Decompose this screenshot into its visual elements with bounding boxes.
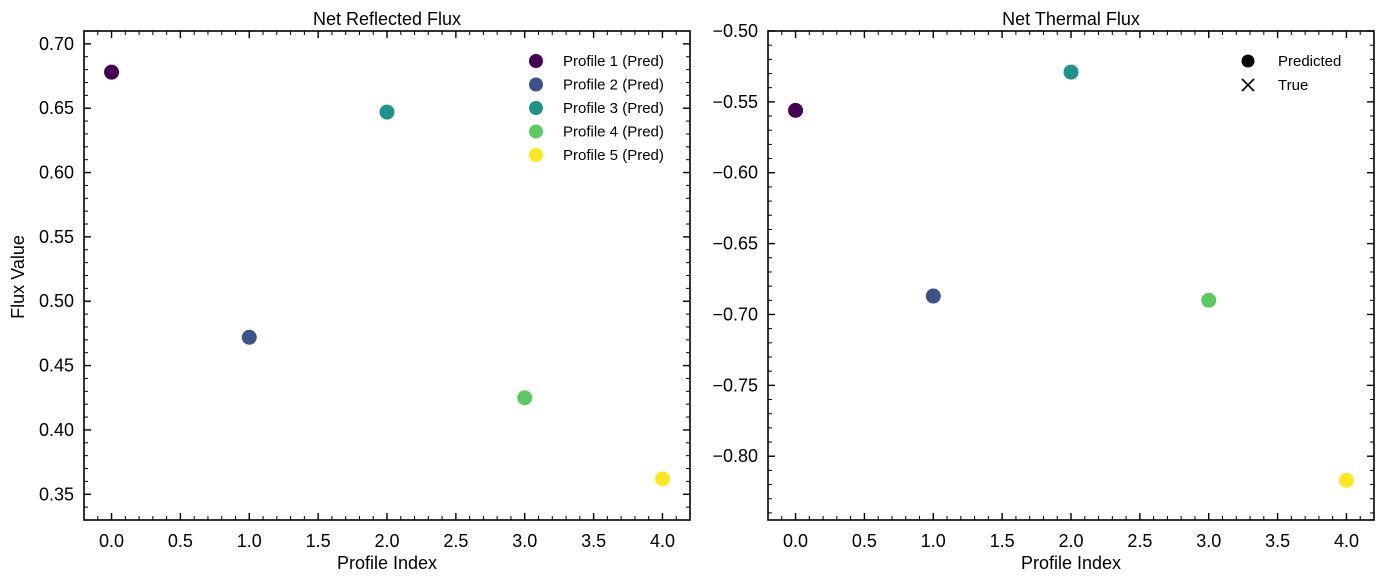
data-point: [1201, 292, 1217, 308]
chart-title: Net Thermal Flux: [1002, 9, 1140, 29]
x-tick-label: 3.0: [1196, 531, 1221, 551]
data-point: [104, 64, 120, 80]
legend-label: Predicted: [1278, 53, 1341, 70]
chart-panel-net-thermal-flux: Net Thermal Flux Profile Index 0.0 0.5 1.0…: [712, 9, 1375, 573]
x-tick-label: 2.5: [443, 531, 468, 551]
legend-label: Profile 4 (Pred): [563, 124, 664, 141]
legend-marker-true: [1241, 78, 1255, 92]
x-tick-label: 1.5: [990, 531, 1015, 551]
data-point: [654, 471, 670, 487]
y-tick-label: −0.55: [712, 92, 758, 112]
legend-label: Profile 3 (Pred): [563, 100, 664, 117]
x-axis-label: Profile Index: [1021, 553, 1121, 573]
x-tick-label: 1.5: [306, 531, 331, 551]
x-tick-label: 3.0: [512, 531, 537, 551]
x-tick-label: 1.0: [237, 531, 262, 551]
legend: Predicted True: [1241, 53, 1341, 94]
data-point: [1063, 64, 1079, 80]
data-point: [788, 102, 804, 118]
data-point: [517, 390, 533, 406]
x-tick-label: 2.5: [1127, 531, 1152, 551]
y-tick-label: 0.45: [39, 356, 74, 376]
y-tick-label: 0.65: [39, 98, 74, 118]
y-tick-label: −0.50: [712, 21, 758, 41]
y-tick-label: 0.40: [39, 420, 74, 440]
legend-marker: [529, 54, 543, 68]
legend-marker-predicted: [1241, 54, 1255, 68]
data-point: [379, 104, 395, 120]
y-tick-label: −0.75: [712, 375, 758, 395]
legend-marker: [529, 148, 543, 162]
x-tick-label: 3.5: [581, 531, 606, 551]
legend-marker: [529, 124, 543, 139]
x-tick-label: 4.0: [1334, 531, 1359, 551]
legend-label: True: [1278, 77, 1308, 94]
legend-label: Profile 5 (Pred): [563, 147, 664, 164]
data-points: [788, 64, 1354, 488]
legend-label: Profile 1 (Pred): [563, 53, 664, 70]
legend: Profile 1 (Pred) Profile 2 (Pred) Profile …: [529, 53, 664, 164]
data-points: [104, 64, 670, 487]
plot-frame: [767, 30, 1375, 521]
x-tick-label: 0.0: [783, 531, 808, 551]
y-tick-label: 0.35: [39, 484, 74, 504]
axis-ticks: 0.0 0.5 1.0 1.5 2.0 2.5 3.0 3.5 4.0 −0.80 −0.75 −0.…: [712, 21, 1375, 551]
x-tick-label: 0.0: [99, 531, 124, 551]
x-tick-label: 0.5: [852, 531, 877, 551]
data-point: [241, 329, 257, 345]
x-tick-label: 1.0: [921, 531, 946, 551]
chart-title: Net Reflected Flux: [313, 9, 461, 29]
y-tick-label: 0.60: [39, 163, 74, 183]
y-tick-label: −0.65: [712, 234, 758, 254]
x-tick-label: 4.0: [650, 531, 675, 551]
y-tick-label: 0.55: [39, 227, 74, 247]
y-tick-label: 0.70: [39, 34, 74, 54]
data-point: [1338, 472, 1354, 488]
x-tick-label: 2.0: [374, 531, 399, 551]
y-tick-label: −0.80: [712, 446, 758, 466]
legend-marker: [529, 77, 543, 92]
axis-ticks: 0.0 0.5 1.0 1.5 2.0 2.5 3.0 3.5 4.0 0.35 0.40 0.45 0…: [39, 30, 691, 551]
x-axis-label: Profile Index: [337, 553, 437, 573]
x-tick-label: 3.5: [1265, 531, 1290, 551]
x-tick-label: 0.5: [168, 531, 193, 551]
chart-panel-net-reflected-flux: Net Reflected Flux Profile Index Flux Va…: [8, 9, 691, 573]
y-axis-label: Flux Value: [8, 235, 28, 319]
data-point: [925, 288, 941, 304]
x-tick-label: 2.0: [1058, 531, 1083, 551]
legend-marker: [529, 101, 543, 115]
plot-frame: [83, 30, 691, 521]
y-tick-label: 0.50: [39, 291, 74, 311]
legend-label: Profile 2 (Pred): [563, 77, 664, 94]
y-tick-label: −0.60: [712, 163, 758, 183]
y-tick-label: −0.70: [712, 304, 758, 324]
